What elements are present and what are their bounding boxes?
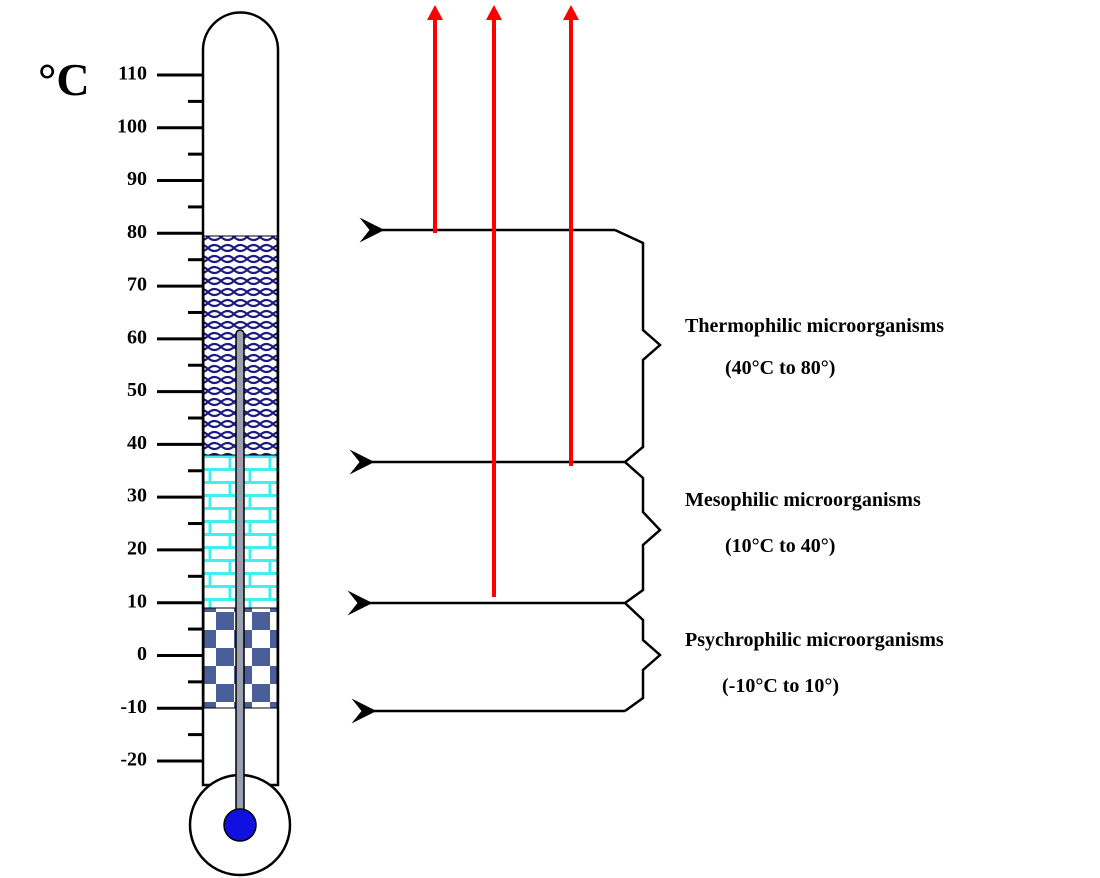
tick-label: 10 — [127, 590, 147, 612]
red-arrows — [433, 20, 573, 597]
red-arrowheads — [427, 5, 579, 20]
mercury — [223, 808, 257, 842]
red-arrowhead — [486, 5, 502, 20]
tick-label: 50 — [127, 379, 147, 401]
red-arrowhead — [563, 5, 579, 20]
group-name: Psychrophilic microorganisms — [685, 629, 944, 651]
tick-label: 40 — [127, 432, 147, 454]
stem — [235, 329, 245, 826]
tick-label: -20 — [120, 749, 147, 771]
tick-label: 30 — [127, 485, 147, 507]
tick-label: 110 — [118, 63, 147, 85]
red-arrowhead — [427, 5, 443, 20]
group-name: Mesophilic microorganisms — [685, 489, 921, 511]
tick-label: 90 — [127, 168, 147, 190]
tick-label: 0 — [137, 643, 147, 665]
group-range: (-10°C to 10°) — [722, 675, 839, 697]
unit-label: °C — [38, 54, 90, 105]
group-name: Thermophilic microorganisms — [685, 315, 944, 337]
group-range: (10°C to 40°) — [725, 535, 835, 557]
tick-label: 70 — [127, 274, 147, 296]
brace — [624, 602, 662, 713]
tick-label: -10 — [120, 696, 147, 718]
tick-label: 100 — [117, 115, 147, 137]
group-range: (40°C to 80°) — [725, 357, 835, 379]
brace — [624, 461, 662, 605]
tick-label: 20 — [127, 538, 147, 560]
brace — [614, 228, 662, 463]
tick-label: 60 — [127, 326, 147, 348]
arrows — [347, 217, 662, 724]
tick-label: 80 — [127, 221, 147, 243]
